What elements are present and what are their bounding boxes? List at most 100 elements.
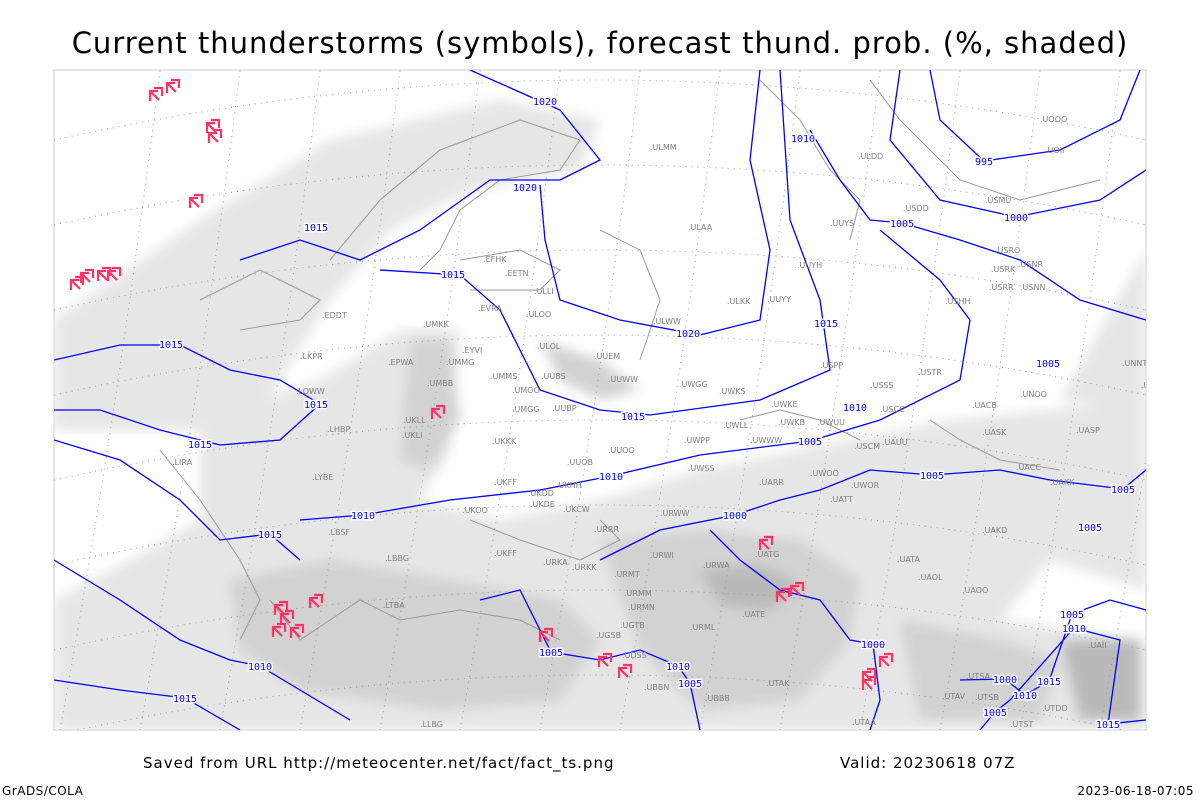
isobar-label: 1020 [513, 183, 537, 194]
station-label: .URMM [624, 589, 652, 598]
isobar-label: 1015 [814, 319, 838, 330]
isobar-label: 1015 [188, 440, 212, 451]
shading-area [900, 620, 1060, 720]
station-label: .UACC [1016, 463, 1041, 472]
station-label: .UWPP [684, 436, 710, 445]
station-label: .UWWW [750, 436, 782, 445]
isobar-label: 1010 [1013, 691, 1037, 702]
station-label: .UWUU [817, 418, 845, 427]
station-label: .LBBG [385, 554, 409, 563]
isobar-label: 1015 [173, 694, 197, 705]
station-label: .UWOO [810, 469, 839, 478]
shading-area [600, 530, 860, 710]
station-label: .UWLL [723, 421, 749, 430]
station-label: .USCC [880, 405, 905, 414]
station-label: .UAOL [918, 573, 943, 582]
isobar-labels: 1020102010151015101510151015101010151010… [157, 96, 1136, 731]
station-label: .UMKK [423, 320, 450, 329]
isobar-label: 1015 [304, 400, 328, 411]
station-label: .USPP [820, 361, 843, 370]
station-label: .UTSA [966, 672, 991, 681]
station-label: .UGTB [620, 621, 645, 630]
station-label: .UKFF [494, 549, 517, 558]
isobar-label: 1015 [441, 270, 465, 281]
station-label: .EYVI [462, 346, 482, 355]
isobar-label: 1015 [258, 530, 282, 541]
isobar-label: 1000 [861, 640, 885, 651]
coastline [269, 599, 561, 641]
coastline [159, 449, 261, 641]
station-label: .ULAA [688, 223, 713, 232]
probability-shading [54, 100, 1146, 730]
station-label: .URWI [650, 551, 674, 560]
station-label: .UWOR [851, 481, 880, 490]
isobar-label: 1010 [843, 403, 867, 414]
station-label: .UKCW [563, 505, 590, 514]
shading-area [540, 340, 640, 400]
station-label: .ULOO [526, 310, 551, 319]
generated-timestamp: 2023-06-18-07:05 [1077, 784, 1194, 798]
station-label: .UUWW [608, 375, 638, 384]
isobar-label: 1005 [798, 437, 822, 448]
isobar-line [539, 70, 771, 336]
station-label: .UASP [1076, 426, 1100, 435]
station-label: .UKLI [402, 431, 422, 440]
station-label: .UMBB [427, 379, 453, 388]
station-label: .URMT [614, 570, 640, 579]
station-label: .UATT [830, 495, 853, 504]
station-label: .UUEM [594, 352, 620, 361]
station-label: .ULMM [650, 143, 677, 152]
station-label: .UGSB [596, 631, 621, 640]
station-label: .EDDT [322, 311, 347, 320]
station-label: .USNR [1018, 260, 1043, 269]
isobar-line [809, 129, 1146, 321]
source-url-text: Saved from URL http://meteocenter.net/fa… [143, 754, 615, 772]
station-label: .USHH [945, 297, 971, 306]
station-label: .UKDE [530, 500, 555, 509]
station-label: .LYBE [312, 473, 333, 482]
station-label: .USMU [985, 196, 1011, 205]
coastline [599, 229, 661, 361]
station-label: .UATA [897, 555, 921, 564]
isobar-label: 1015 [1096, 720, 1120, 731]
isobar-label: 995 [975, 157, 993, 168]
isobar-label: 1000 [1004, 213, 1028, 224]
shading-area [1060, 640, 1140, 720]
station-label: .UUBS [541, 372, 566, 381]
station-label: .UKKK [492, 437, 517, 446]
isobar-label: 1010 [666, 662, 690, 673]
isobar-label: 1005 [1060, 610, 1084, 621]
isobar-line [379, 70, 831, 416]
station-label: .LHBP [327, 425, 351, 434]
isobar-line [599, 469, 1146, 561]
isobar-label: 1005 [920, 471, 944, 482]
isobar-label: 1000 [993, 675, 1017, 686]
isobar-label: 1020 [676, 329, 700, 340]
station-label: .UWSS [688, 464, 714, 473]
station-label: .USRO [995, 246, 1020, 255]
isobar-line [889, 70, 1146, 218]
station-label: .EVRA [478, 304, 502, 313]
isobars [54, 70, 1146, 730]
station-label: .UACB [972, 401, 997, 410]
coastline [929, 419, 1061, 471]
station-label: .UAKD [982, 526, 1007, 535]
station-label: .UOOO [1040, 115, 1067, 124]
coastline [869, 79, 1101, 201]
shading-area [1060, 250, 1146, 410]
station-label: .UTAV [942, 692, 966, 701]
station-label: .URMN [628, 603, 655, 612]
station-label: .UAII [1088, 641, 1107, 650]
isobar-label: 1005 [1036, 359, 1060, 370]
isobar-label: 1005 [890, 219, 914, 230]
station-label: .URWA [703, 561, 730, 570]
station-label: .LIRA [172, 458, 193, 467]
shading-area [700, 565, 800, 610]
station-label: .UBBN [644, 683, 669, 692]
isobar-label: 1015 [159, 340, 183, 351]
station-label: .UATG [755, 550, 779, 559]
station-label: .EPWA [388, 358, 414, 367]
isobar-label: 1015 [1037, 677, 1061, 688]
valid-time-text: Valid: 20230618 07Z [840, 754, 1016, 772]
